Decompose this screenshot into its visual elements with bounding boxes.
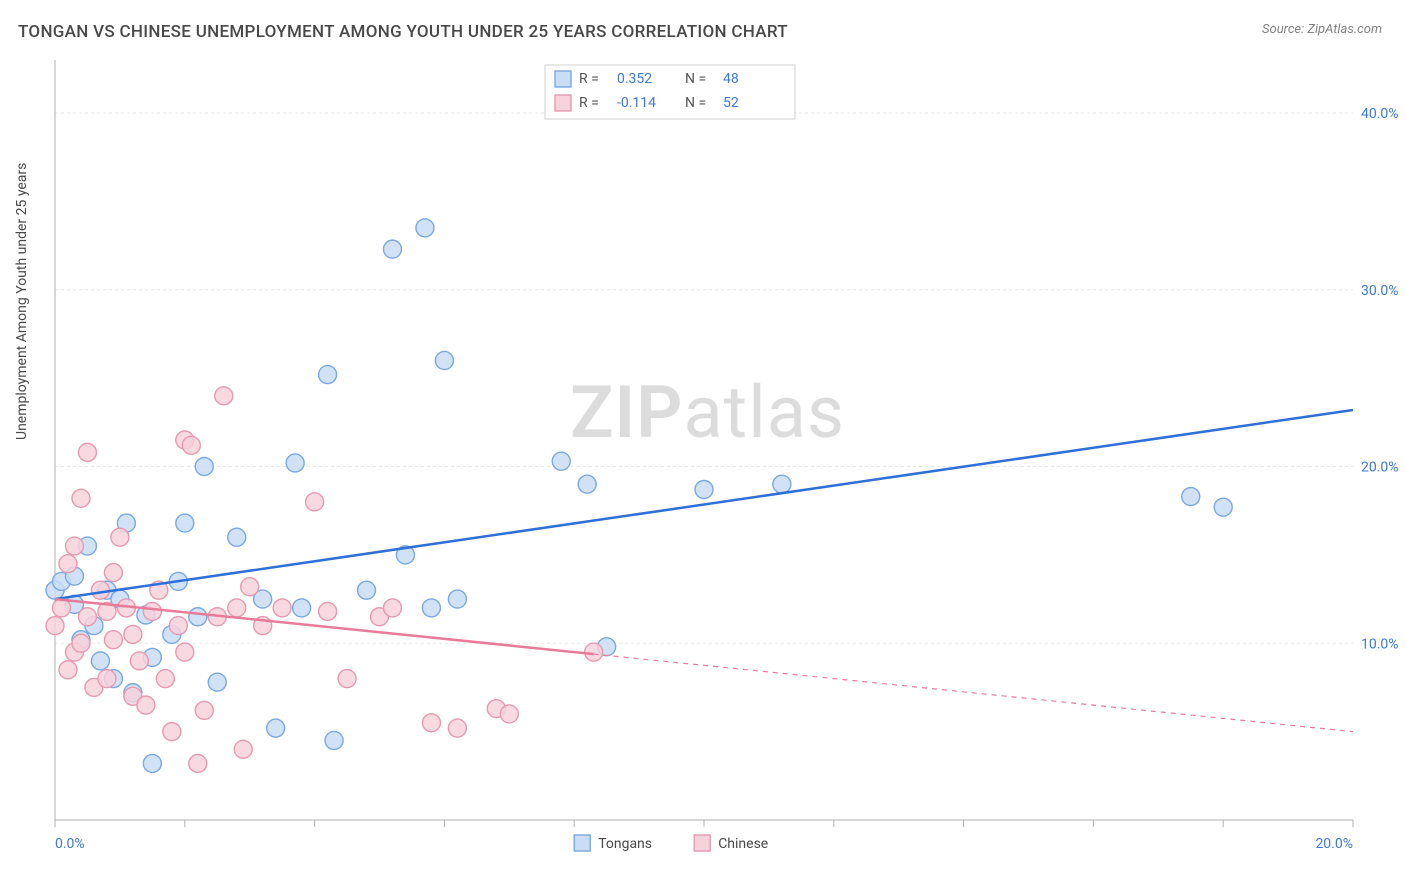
scatter-point-chinese [169,617,187,635]
scatter-point-tongans [228,528,246,546]
scatter-point-chinese [448,719,466,737]
scatter-point-tongans [267,719,285,737]
scatter-point-chinese [234,740,252,758]
scatter-point-chinese [137,696,155,714]
scatter-point-tongans [286,454,304,472]
scatter-point-tongans [91,652,109,670]
scatter-point-chinese [104,631,122,649]
scatter-point-tongans [773,475,791,493]
scatter-point-chinese [195,701,213,719]
scatter-point-tongans [422,599,440,617]
x-tick-label: 0.0% [55,836,85,852]
legend-r-label-chinese: R = [579,95,599,111]
scatter-point-tongans [578,475,596,493]
scatter-point-tongans [695,480,713,498]
correlation-chart: 10.0% 20.0% 30.0% 40.0% 0.0% 20.0% R = 0.352 N =… [0,0,1406,892]
scatter-point-chinese [500,705,518,723]
scatter-point-chinese [78,608,96,626]
scatter-point-tongans [448,590,466,608]
scatter-point-chinese [383,599,401,617]
y-tick-label: 30.0% [1361,283,1399,299]
scatter-point-chinese [182,436,200,454]
scatter-point-chinese [338,670,356,688]
scatter-point-chinese [215,387,233,405]
scatter-point-chinese [189,754,207,772]
scatter-point-tongans [293,599,311,617]
scatter-point-tongans [358,581,376,599]
scatter-point-tongans [189,608,207,626]
scatter-point-chinese [306,493,324,511]
legend-r-value-tongans: 0.352 [617,71,652,87]
scatter-point-tongans [1214,498,1232,516]
legend-n-value-tongans: 48 [723,71,739,87]
legend-r-value-chinese: -0.114 [617,95,656,111]
trend-line-dashed-chinese [594,654,1353,732]
trend-line-tongans [55,410,1353,599]
legend-bottom-label-chinese: Chinese [718,836,768,852]
legend-n-label-tongans: N = [685,71,706,87]
legend-swatch-chinese [555,95,571,111]
scatter-point-chinese [422,714,440,732]
scatter-point-tongans [195,458,213,476]
legend-n-value-chinese: 52 [723,95,739,111]
scatter-point-chinese [124,625,142,643]
scatter-point-chinese [156,670,174,688]
scatter-point-chinese [130,652,148,670]
scatter-point-chinese [176,643,194,661]
scatter-point-chinese [111,528,129,546]
scatter-point-tongans [325,731,343,749]
scatter-point-chinese [98,670,116,688]
x-tick-label: 20.0% [1315,836,1353,852]
scatter-point-chinese [78,443,96,461]
scatter-point-tongans [208,673,226,691]
scatter-point-chinese [72,634,90,652]
legend-swatch-tongans [555,71,571,87]
scatter-point-chinese [46,617,64,635]
scatter-point-chinese [228,599,246,617]
scatter-point-tongans [552,452,570,470]
scatter-point-chinese [59,661,77,679]
scatter-point-tongans [319,366,337,384]
scatter-point-chinese [65,537,83,555]
scatter-point-chinese [104,564,122,582]
scatter-point-chinese [59,555,77,573]
scatter-point-chinese [585,643,603,661]
scatter-point-tongans [176,514,194,532]
scatter-point-chinese [273,599,291,617]
scatter-point-chinese [72,489,90,507]
y-tick-label: 10.0% [1361,636,1399,652]
scatter-point-tongans [383,240,401,258]
scatter-point-chinese [143,602,161,620]
scatter-point-chinese [163,723,181,741]
scatter-point-tongans [416,219,434,237]
scatter-point-chinese [91,581,109,599]
scatter-point-chinese [319,602,337,620]
legend-bottom-swatch-chinese [694,835,710,851]
legend-r-label-tongans: R = [579,71,599,87]
scatter-point-tongans [435,351,453,369]
scatter-point-tongans [1182,488,1200,506]
legend-bottom-swatch-tongans [574,835,590,851]
y-tick-label: 20.0% [1361,460,1399,476]
y-tick-label: 40.0% [1361,106,1399,122]
scatter-point-tongans [143,754,161,772]
scatter-point-chinese [241,578,259,596]
legend-n-label-chinese: N = [685,95,706,111]
legend-bottom-label-tongans: Tongans [598,836,652,852]
